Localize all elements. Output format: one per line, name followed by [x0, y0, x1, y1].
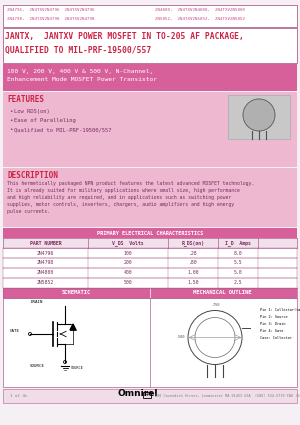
- Text: 100: 100: [124, 250, 132, 255]
- Bar: [3, 5, 297, 27]
- Text: SOURCE: SOURCE: [71, 366, 84, 370]
- Bar: [3, 248, 297, 258]
- Text: This hermetically packaged NPN product features the latest advanced MOSFET techn: This hermetically packaged NPN product f…: [7, 181, 254, 186]
- Text: FEATURES: FEATURES: [7, 95, 44, 104]
- Text: DESCRIPTION: DESCRIPTION: [7, 171, 58, 180]
- Text: 5.0: 5.0: [234, 270, 242, 275]
- Text: R_DS(on): R_DS(on): [182, 240, 205, 246]
- Text: 100 V, 200 V, 400 V & 500 V, N-Channel,
Enhancement Mode MOSFET Power Transistor: 100 V, 200 V, 400 V & 500 V, N-Channel, …: [7, 69, 157, 82]
- Bar: [3, 389, 297, 403]
- Bar: [3, 92, 297, 167]
- Text: Pin 4: Gate: Pin 4: Gate: [260, 329, 284, 333]
- Text: It is already suited for military applications where small size, high performanc: It is already suited for military applic…: [7, 188, 240, 193]
- Text: I_D  Amps: I_D Amps: [225, 240, 251, 246]
- Bar: [3, 288, 297, 298]
- Text: •: •: [9, 118, 12, 123]
- Bar: [3, 278, 297, 288]
- Text: JANTX,  JANTXV POWER MOSFET IN TO-205 AF PACKAGE,
QUALIFIED TO MIL-PRF-19500/557: JANTX, JANTXV POWER MOSFET IN TO-205 AF …: [5, 32, 244, 55]
- Bar: [3, 238, 297, 248]
- Text: 200: 200: [124, 261, 132, 266]
- Bar: [3, 298, 297, 387]
- Polygon shape: [70, 324, 76, 330]
- Text: SOURCE: SOURCE: [29, 364, 44, 368]
- Text: supplies, motor controls, inverters, chargers, audio amplifiers and high energy: supplies, motor controls, inverters, cha…: [7, 202, 234, 207]
- Text: Pin 2: Source: Pin 2: Source: [260, 315, 288, 319]
- Bar: [3, 268, 297, 278]
- Text: 1.50: 1.50: [187, 280, 199, 286]
- Text: 2N4800,  2N4TXV2N4800,  2N4TXV2N5800: 2N4800, 2N4TXV2N4800, 2N4TXV2N5800: [155, 8, 245, 12]
- Text: PRIMARY ELECTRICAL CHARACTERISTICS: PRIMARY ELECTRICAL CHARACTERISTICS: [97, 230, 203, 235]
- Text: 2N4796,  2N4TXV2N4796  2N4TXV2N4796: 2N4796, 2N4TXV2N4796 2N4TXV2N4796: [7, 8, 94, 12]
- Text: 500: 500: [124, 280, 132, 286]
- Text: •: •: [9, 127, 12, 132]
- Text: Pin 3: Drain: Pin 3: Drain: [260, 322, 286, 326]
- Text: •: •: [9, 109, 12, 114]
- Bar: [3, 28, 297, 63]
- Text: pulse currents.: pulse currents.: [7, 209, 50, 214]
- Circle shape: [64, 360, 67, 363]
- Text: 2N4800: 2N4800: [37, 270, 54, 275]
- Bar: [3, 64, 297, 91]
- Text: .80: .80: [189, 261, 197, 266]
- Text: 2N5852,  2N4TXV2N5852,  2N4TXV2N5852: 2N5852, 2N4TXV2N5852, 2N4TXV2N5852: [155, 17, 245, 21]
- Text: .28: .28: [189, 250, 197, 255]
- Bar: [3, 168, 297, 227]
- Text: Case: Collector: Case: Collector: [260, 336, 292, 340]
- Text: 1 of 4c: 1 of 4c: [10, 394, 28, 398]
- Text: Ease of Paralleling: Ease of Paralleling: [14, 118, 76, 123]
- Text: 2N4796: 2N4796: [37, 250, 54, 255]
- Text: +: +: [145, 393, 149, 397]
- Text: 2N4798,  2N4TXV2N4798  2N4TXV2N4798: 2N4798, 2N4TXV2N4798 2N4TXV2N4798: [7, 17, 94, 21]
- Bar: [3, 228, 297, 238]
- Text: GATE: GATE: [10, 329, 20, 333]
- Text: SCHEMATIC: SCHEMATIC: [61, 291, 91, 295]
- Bar: [143, 392, 151, 398]
- Text: Pin 1: Collector(tab): Pin 1: Collector(tab): [260, 308, 300, 312]
- Text: Low RDS(on): Low RDS(on): [14, 109, 50, 114]
- Text: MECHANICAL OUTLINE: MECHANICAL OUTLINE: [193, 291, 251, 295]
- Text: and high reliability are required, and in applications such as switching power: and high reliability are required, and i…: [7, 195, 231, 200]
- Text: 400: 400: [124, 270, 132, 275]
- Text: V_DS  Volts: V_DS Volts: [112, 240, 144, 246]
- Circle shape: [28, 332, 32, 335]
- Text: 2.5: 2.5: [234, 280, 242, 286]
- Bar: [3, 258, 297, 268]
- Text: 2N5852: 2N5852: [37, 280, 54, 286]
- Text: DRAIN: DRAIN: [31, 300, 43, 304]
- Text: 5.5: 5.5: [234, 261, 242, 266]
- Text: 8.0: 8.0: [234, 250, 242, 255]
- Text: .750: .750: [211, 303, 219, 308]
- Text: .500: .500: [176, 335, 185, 340]
- Text: 200 Cavendish Street, Leominster MA 01453 USA  (508) 534-5770 FAX (508) 537-4288: 200 Cavendish Street, Leominster MA 0145…: [155, 394, 300, 398]
- Text: Omnirel: Omnirel: [118, 389, 158, 399]
- Text: Qualified to MIL-PRF-19500/557: Qualified to MIL-PRF-19500/557: [14, 127, 112, 132]
- Text: PART NUMBER: PART NUMBER: [30, 241, 61, 246]
- Text: 1.00: 1.00: [187, 270, 199, 275]
- Text: 2N4798: 2N4798: [37, 261, 54, 266]
- Bar: [228, 95, 290, 139]
- Circle shape: [243, 99, 275, 131]
